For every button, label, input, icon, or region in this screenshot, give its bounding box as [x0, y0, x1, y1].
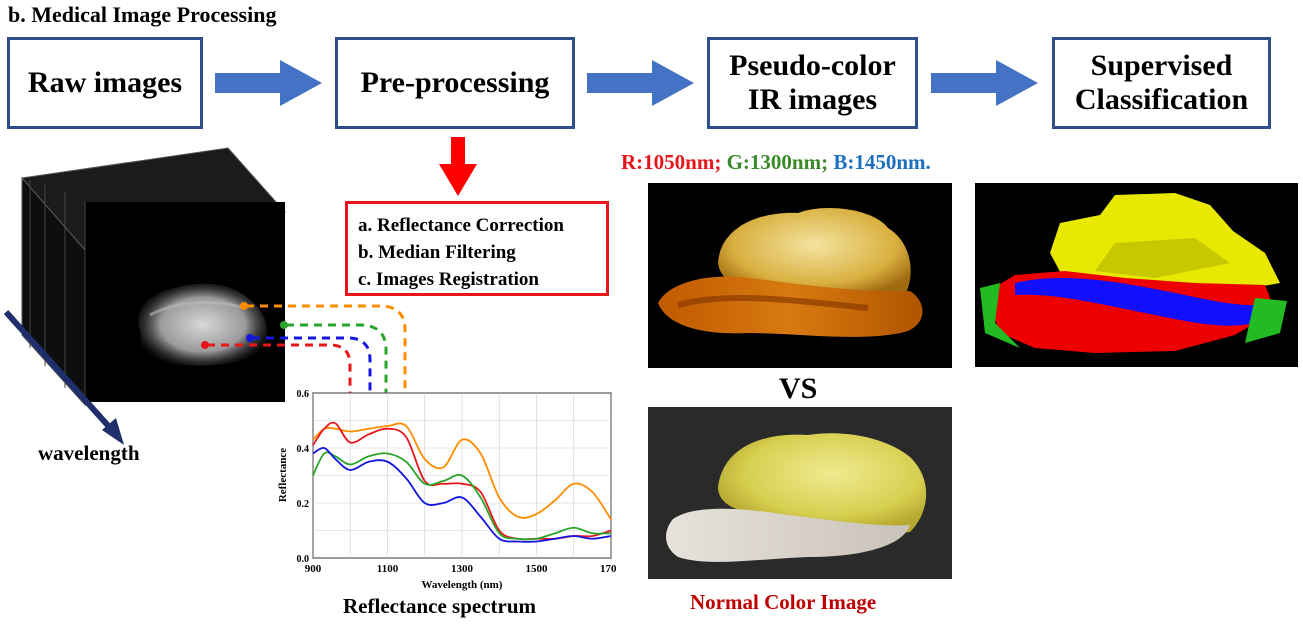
pre-processing-label: Pre-processing: [360, 66, 550, 99]
supervised-classification-box: Supervised Classification: [1052, 37, 1271, 129]
step-images-registration: c. Images Registration: [358, 269, 539, 290]
normal-color-image: [648, 407, 952, 579]
channel-b: B:1450nm.: [833, 150, 931, 174]
channel-g: G:1300nm;: [726, 150, 829, 174]
class-green: [980, 283, 1287, 348]
x-axis-label: Wavelength (nm): [422, 579, 503, 591]
step-reflectance-correction: a. Reflectance Correction: [358, 215, 564, 236]
normal-tissue-fat: [718, 433, 927, 534]
pre-processing-box: Pre-processing: [335, 37, 575, 129]
arrow-pre-to-pseudo: [587, 60, 694, 106]
vs-label: VS: [779, 372, 818, 405]
stack-layers: [21, 147, 286, 407]
raw-images-label: Raw images: [27, 66, 183, 99]
x-tick-label: 1300: [451, 563, 474, 575]
arrow-raw-to-pre: [215, 60, 322, 106]
x-tick-label: 900: [305, 563, 322, 575]
chart-series: [312, 421, 612, 543]
series-line-2: [312, 451, 612, 541]
arrow-pre-down: [439, 137, 477, 196]
supervised-label-line1: Supervised: [1090, 49, 1233, 82]
pseudo-color-label-line2: IR images: [747, 83, 878, 116]
arrow-pseudo-to-supervised: [931, 60, 1038, 106]
step-median-filtering: b. Median Filtering: [358, 242, 516, 263]
raw-images-box: Raw images: [7, 37, 203, 129]
pseudo-tissue-fat: [718, 208, 911, 301]
hyperspectral-stack: [21, 147, 288, 407]
supervised-label-line2: Classification: [1074, 83, 1249, 116]
spectrum-caption: Reflectance spectrum: [343, 594, 536, 618]
pseudo-tissue-muscle: [658, 276, 923, 337]
y-tick-label: 0.2: [297, 499, 310, 510]
figure-title: b. Medical Image Processing: [8, 2, 277, 27]
normal-color-caption: Normal Color Image: [690, 590, 877, 614]
wavelength-arrow-head: [102, 418, 124, 445]
x-tick-label: 1100: [377, 563, 399, 575]
y-axis-label: Reflectance: [277, 448, 289, 502]
normal-tissue-muscle: [666, 508, 910, 562]
wavelength-label: wavelength: [38, 441, 140, 465]
series-line-3: [312, 447, 612, 543]
y-tick-label: 0.6: [297, 389, 310, 400]
channel-wavelengths: R:1050nm; G:1300nm; B:1450nm.: [621, 150, 931, 175]
x-tick-label: 1500: [526, 563, 549, 575]
channel-r: R:1050nm;: [621, 150, 722, 174]
classification-map-image: [975, 183, 1298, 367]
pseudo-color-label-line1: Pseudo-color: [729, 49, 896, 82]
class-blue: [1015, 277, 1275, 326]
preprocessing-steps-box: a. Reflectance Correction b. Median Filt…: [345, 201, 609, 296]
y-tick-label: 0.0: [297, 554, 310, 565]
y-tick-label: 0.4: [297, 444, 310, 455]
pseudo-color-image: [648, 183, 952, 368]
series-line-0: [312, 422, 612, 521]
pseudo-color-box: Pseudo-color IR images: [707, 37, 918, 129]
